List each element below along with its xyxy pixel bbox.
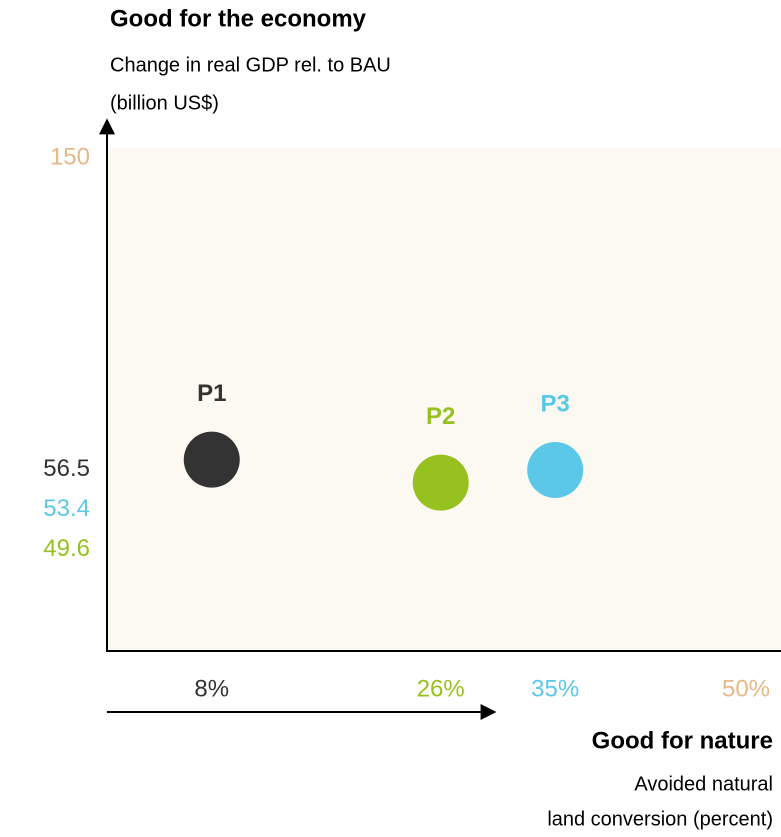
y-tick-label: 56.5 — [43, 455, 90, 482]
x-tick-label: 50% — [722, 675, 770, 702]
x-axis-title: Good for nature — [592, 727, 773, 754]
point-label: P3 — [541, 390, 570, 417]
y-tick-label: 49.6 — [43, 535, 90, 562]
y-axis-label: Change in real GDP rel. to BAU — [110, 54, 391, 76]
x-axis-label: land conversion (percent) — [547, 808, 773, 830]
point — [412, 454, 469, 511]
point — [183, 431, 240, 488]
point-label: P2 — [426, 403, 455, 430]
x-tick-label: 35% — [531, 675, 579, 702]
chart-title: Good for the economy — [110, 5, 367, 32]
y-axis-label: (billion US$) — [110, 92, 219, 114]
point-label: P1 — [197, 380, 226, 407]
point — [527, 442, 584, 498]
y-tick-label: 150 — [50, 143, 90, 170]
y-tick-label: 53.4 — [43, 495, 90, 522]
x-tick-label: 8% — [194, 675, 229, 702]
plot-background — [108, 148, 781, 650]
x-axis-label: Avoided natural — [634, 773, 773, 795]
x-tick-label: 26% — [417, 675, 465, 702]
